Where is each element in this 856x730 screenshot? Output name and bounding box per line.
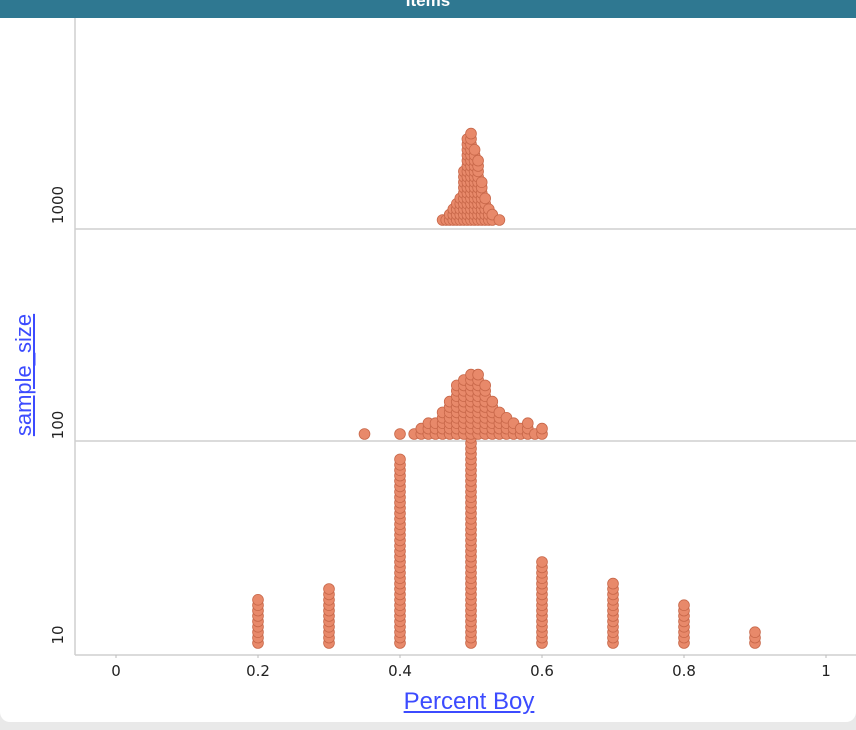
x-tick-label: 0.8 (672, 662, 696, 680)
data-point[interactable] (468, 144, 481, 156)
x-tick-label: 0.6 (530, 662, 554, 680)
data-points (252, 127, 761, 649)
data-point[interactable] (521, 417, 534, 430)
dot-plot (74, 18, 856, 658)
data-point[interactable] (749, 626, 761, 638)
data-point[interactable] (475, 176, 488, 189)
data-point[interactable] (465, 127, 477, 140)
y-axis-label-text[interactable]: sample_size (11, 313, 36, 437)
y-tick-label: 1000 (49, 185, 67, 225)
data-point[interactable] (493, 214, 506, 226)
x-tick-label: 1 (821, 662, 831, 680)
x-axis-label[interactable]: Percent Boy (403, 688, 535, 715)
x-tick-label: 0.2 (246, 662, 270, 680)
data-point[interactable] (323, 583, 335, 595)
window-titlebar[interactable]: Items (0, 0, 856, 18)
x-tick-label: 0.4 (388, 662, 412, 680)
data-point[interactable] (394, 453, 406, 466)
window-title: Items (405, 0, 451, 10)
data-point[interactable] (394, 428, 406, 440)
y-axis-label[interactable]: sample_size (11, 293, 36, 457)
data-point[interactable] (252, 593, 264, 606)
data-point[interactable] (486, 395, 499, 408)
y-tick-label: 100 (49, 410, 67, 440)
data-point[interactable] (358, 428, 371, 440)
data-point[interactable] (678, 599, 690, 611)
data-point[interactable] (479, 192, 492, 205)
data-point[interactable] (536, 556, 548, 568)
data-point[interactable] (479, 379, 492, 392)
x-tick-label: 0 (111, 662, 121, 680)
data-point[interactable] (472, 154, 484, 167)
data-point[interactable] (607, 577, 619, 590)
x-tick-marks (115, 655, 827, 658)
y-tick-label: 10 (49, 625, 67, 645)
data-point[interactable] (536, 422, 548, 435)
data-point[interactable] (472, 368, 484, 381)
